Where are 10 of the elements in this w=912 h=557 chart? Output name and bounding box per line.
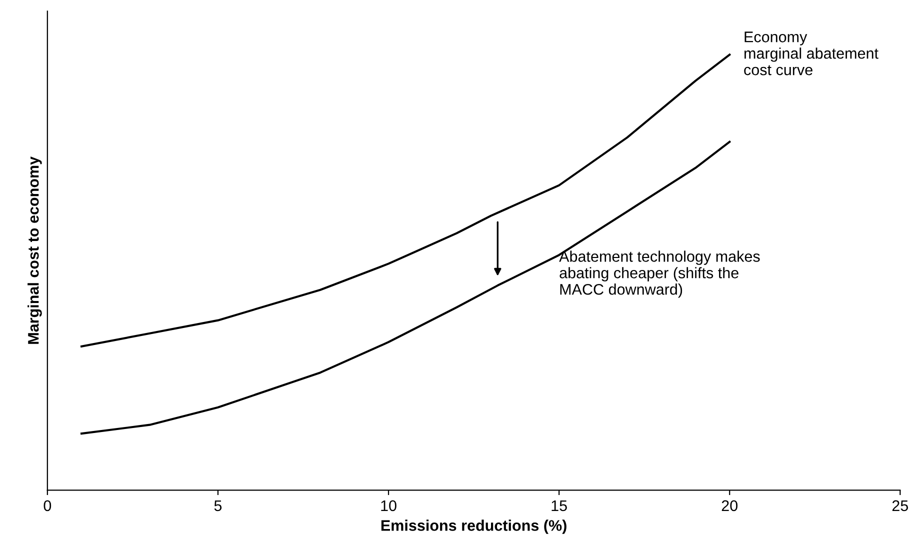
x-tick-label: 15: [552, 500, 567, 512]
x-tick-label: 25: [892, 500, 908, 512]
annotation: Economy marginal abatement cost curve: [744, 32, 878, 76]
x-tick-label: 5: [214, 500, 222, 512]
x-tick-label: 20: [722, 500, 738, 512]
y-axis-title: Marginal cost to economy: [28, 156, 42, 344]
x-tick-label: 10: [381, 500, 396, 512]
x-axis-title: Emissions reductions (%): [381, 520, 566, 534]
x-tick-label: 0: [44, 500, 52, 512]
annotation: Abatement technology makes abating cheaper (shifts the MACC downward): [559, 250, 760, 298]
